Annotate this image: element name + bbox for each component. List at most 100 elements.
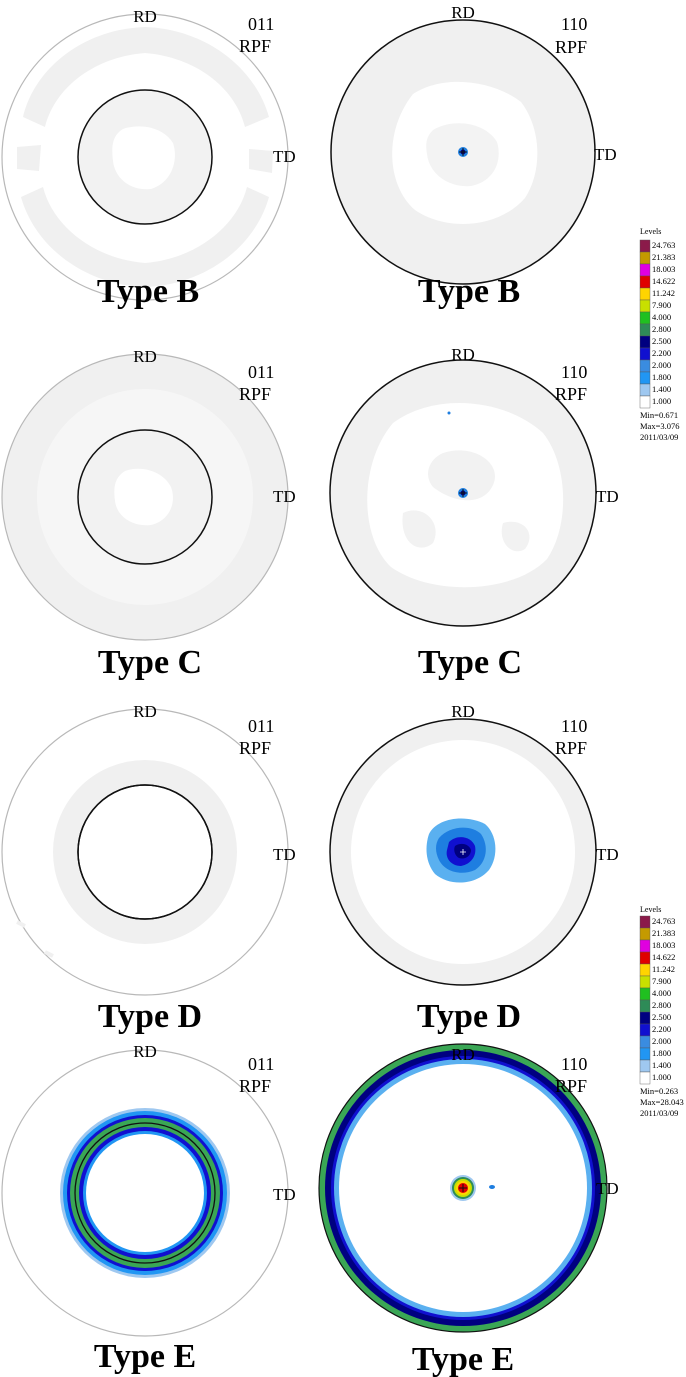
legend-level-label: 2.000 (652, 1036, 671, 1046)
legend-level-label: 14.622 (652, 952, 675, 962)
rd-label: RD (133, 1042, 157, 1061)
pole-figure-011-type-c (1, 353, 289, 641)
rpf-label: RPF (239, 36, 271, 56)
legend-date: 2011/03/09 (640, 432, 678, 442)
rd-label: RD (451, 1045, 475, 1064)
legend-level-label: 24.763 (652, 240, 675, 250)
td-label: TD (273, 147, 296, 166)
rpf-label: RPF (555, 384, 587, 404)
rpf-label: RPF (239, 738, 271, 758)
pole-figure-110-type-e (318, 1043, 608, 1333)
td-label: TD (596, 845, 619, 864)
legend-level-label: 11.242 (652, 964, 675, 974)
td-label: TD (273, 1185, 296, 1204)
legend-level-label: 14.622 (652, 276, 675, 286)
legend-level-label: 7.900 (652, 300, 671, 310)
rpf-label: RPF (239, 1076, 271, 1096)
legend-swatch (639, 1035, 651, 1049)
legend-min: Min=0.263 (640, 1086, 678, 1096)
panel-title: Type C (98, 644, 202, 681)
legend-swatch (639, 311, 651, 325)
panel-title: Type E (412, 1341, 514, 1377)
legend-swatch (639, 239, 651, 253)
panel-title: Type B (97, 273, 199, 310)
legend-swatch (639, 951, 651, 965)
legend-level-label: 1.800 (652, 1048, 671, 1058)
td-label: TD (273, 845, 296, 864)
plane-label-110: 110 (561, 362, 587, 382)
legend-swatch (639, 371, 651, 385)
plane-label-011: 011 (248, 14, 274, 34)
legend-swatch (639, 963, 651, 977)
plane-label-110: 110 (561, 1054, 587, 1074)
legend-swatches (639, 915, 651, 1085)
legend-swatch (639, 975, 651, 989)
rd-label: RD (133, 347, 157, 366)
panel-title: Type D (417, 998, 521, 1035)
pole-figure-011-type-d (1, 708, 289, 996)
legend-level-label: 1.000 (652, 1072, 671, 1082)
legend-swatch (639, 987, 651, 1001)
rd-label: RD (451, 702, 475, 721)
legend-swatch (639, 1059, 651, 1073)
rd-label: RD (451, 345, 475, 364)
legend-level-label: 2.500 (652, 1012, 671, 1022)
rpf-label: RPF (555, 37, 587, 57)
td-label: TD (596, 487, 619, 506)
legend-swatch (639, 915, 651, 929)
pole-figure-110-type-d (329, 718, 597, 986)
td-label: TD (596, 1179, 619, 1198)
panel-title: Type D (98, 998, 202, 1035)
legend-level-label: 2.800 (652, 1000, 671, 1010)
legend-level-label: 2.000 (652, 360, 671, 370)
legend-swatch (639, 927, 651, 941)
pole-figure-011-type-b (1, 13, 289, 301)
legend-swatch (639, 383, 651, 397)
legend-swatch (639, 263, 651, 277)
rpf-label: RPF (555, 1076, 587, 1096)
plane-label-011: 011 (248, 716, 274, 736)
legend-swatch (639, 359, 651, 373)
legend-swatch (639, 347, 651, 361)
legend-swatches (639, 239, 651, 409)
legend-level-label: 18.003 (652, 940, 675, 950)
legend-swatch (639, 999, 651, 1013)
legend-swatch (639, 939, 651, 953)
legend-swatch (639, 1047, 651, 1061)
legend-title: Levels (640, 227, 661, 236)
rd-label: RD (133, 702, 157, 721)
legend-swatch (639, 1023, 651, 1037)
legend-swatch (639, 251, 651, 265)
legend-level-label: 21.383 (652, 928, 675, 938)
legend-min: Min=0.671 (640, 410, 678, 420)
pole-figure-110-type-b (330, 19, 596, 285)
legend-swatch (639, 395, 651, 409)
legend-level-label: 2.200 (652, 348, 671, 358)
legend-level-label: 18.003 (652, 264, 675, 274)
td-label: TD (273, 487, 296, 506)
legend-swatch (639, 275, 651, 289)
legend-level-label: 2.800 (652, 324, 671, 334)
rpf-label: RPF (239, 384, 271, 404)
legend-level-label: 1.800 (652, 372, 671, 382)
legend-level-label: 2.200 (652, 1024, 671, 1034)
pole-figure-011-type-e (1, 1049, 289, 1337)
legend-level-label: 11.242 (652, 288, 675, 298)
legend-max: Max=28.043 (640, 1097, 684, 1107)
rpf-label: RPF (555, 738, 587, 758)
legend-swatch (639, 299, 651, 313)
panel-title: Type E (94, 1338, 196, 1375)
panel-title: Type B (418, 273, 520, 310)
legend-swatch (639, 1011, 651, 1025)
plane-label-110: 110 (561, 716, 587, 736)
legend-level-label: 4.000 (652, 312, 671, 322)
legend-level-label: 2.500 (652, 336, 671, 346)
legend-level-label: 1.400 (652, 384, 671, 394)
texture-mottle (17, 27, 273, 287)
legend-date: 2011/03/09 (640, 1108, 678, 1118)
rd-label: RD (133, 7, 157, 26)
legend-level-label: 24.763 (652, 916, 675, 926)
legend-swatch (639, 1071, 651, 1085)
plane-label-011: 011 (248, 1054, 274, 1074)
